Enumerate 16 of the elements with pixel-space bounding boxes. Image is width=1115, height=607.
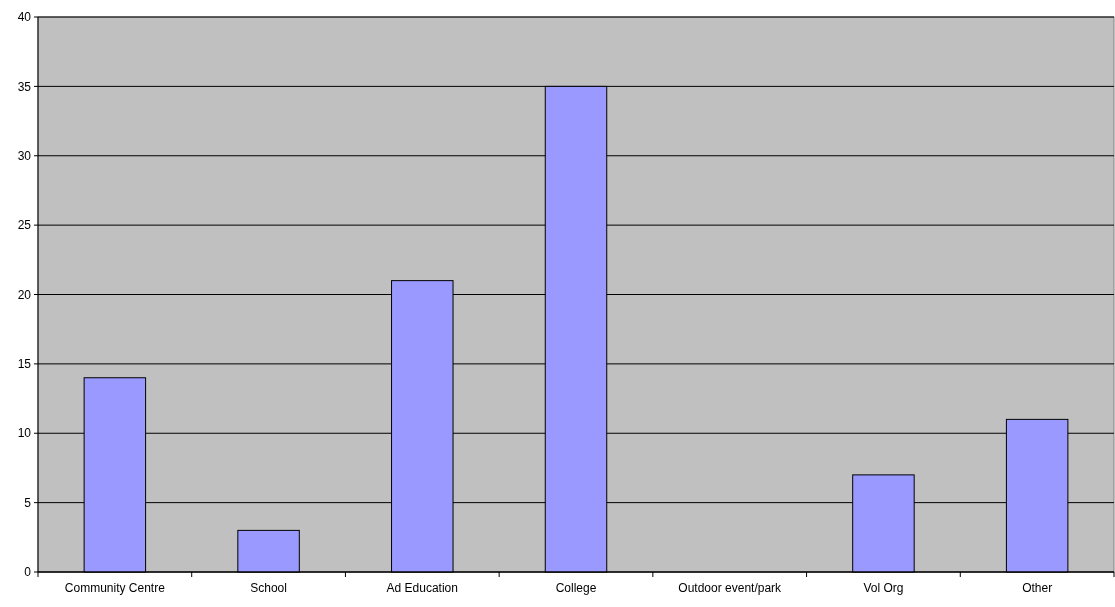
y-tick-label: 25 xyxy=(17,218,32,233)
x-tick-label: Ad Education xyxy=(386,581,458,595)
y-tick-label: 20 xyxy=(17,287,32,302)
y-tick-label: 10 xyxy=(17,426,32,441)
y-tick-label: 30 xyxy=(17,148,32,163)
x-tick-label: Vol Org xyxy=(863,581,904,595)
x-tick-label: School xyxy=(250,581,287,595)
y-tick-label: 15 xyxy=(17,357,32,372)
y-tick-label: 35 xyxy=(17,79,32,94)
x-tick-label: College xyxy=(555,581,597,595)
x-tick-label: Other xyxy=(1022,581,1053,595)
y-tick-label: 0 xyxy=(24,565,32,580)
x-tick-label: Community Centre xyxy=(64,581,166,595)
y-tick-label: 5 xyxy=(24,495,32,510)
x-tick-label: Outdoor event/park xyxy=(678,581,783,595)
y-tick-label: 40 xyxy=(17,10,32,25)
